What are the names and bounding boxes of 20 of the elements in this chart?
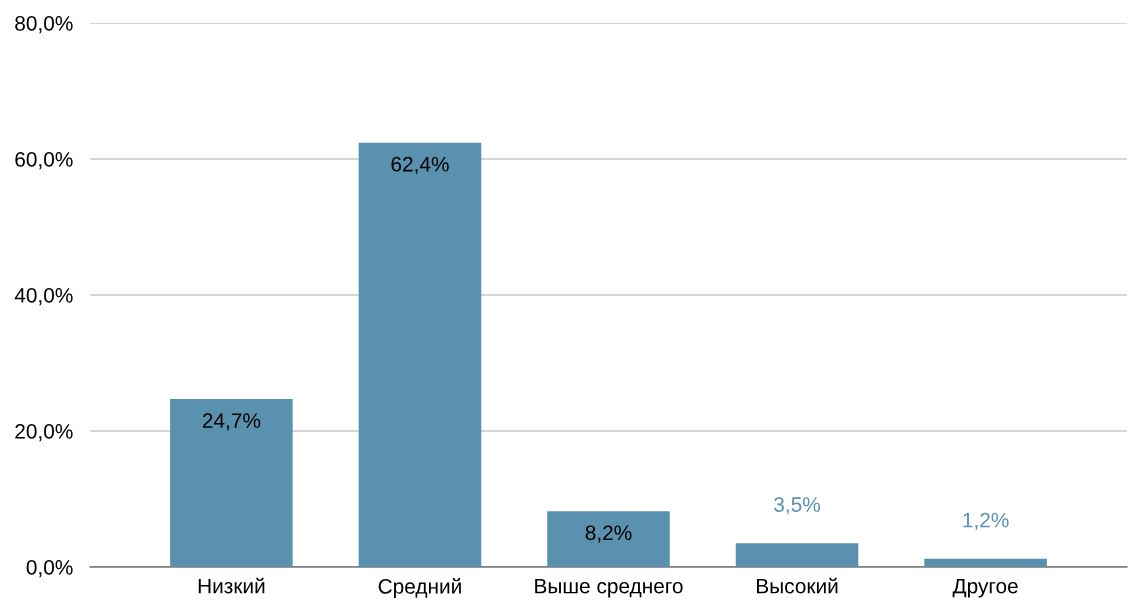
data-label: 24,7% (202, 413, 261, 431)
bar (547, 511, 670, 567)
x-tick-label: Другое (952, 578, 1018, 598)
y-tick-label: 0,0% (26, 560, 73, 578)
y-tick-label: 40,0% (14, 288, 73, 306)
bar (170, 399, 293, 567)
x-tick-label: Выше среднего (535, 578, 683, 598)
bar (924, 558, 1047, 567)
x-tick-label: Высокий (757, 577, 838, 594)
bar (358, 142, 482, 567)
data-label: 3,5% (774, 497, 821, 515)
x-tick-label: Низкий (198, 577, 265, 594)
data-label: 8,2% (585, 525, 632, 543)
data-label: 62,4% (391, 156, 449, 175)
data-label: 1,2% (963, 512, 1009, 530)
y-tick-label: 60,0% (15, 152, 73, 170)
bar (735, 543, 859, 567)
y-tick-label: 80,0% (15, 16, 73, 34)
x-tick-label: Средний (378, 578, 461, 598)
y-tick-label: 20,0% (15, 424, 73, 442)
